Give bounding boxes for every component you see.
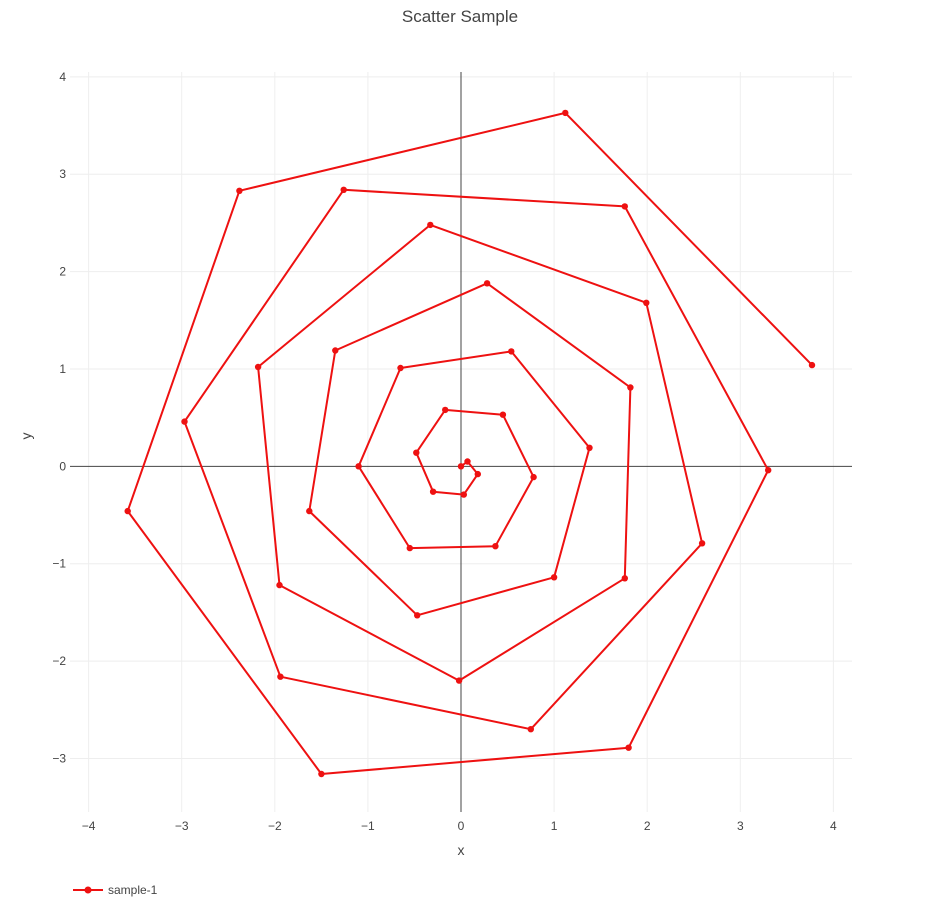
- data-point: [413, 449, 420, 456]
- y-tick-label: 3: [59, 167, 66, 181]
- data-point: [808, 361, 816, 369]
- y-tick-label: −2: [52, 654, 66, 668]
- data-point: [457, 463, 465, 470]
- x-tick-label: 2: [644, 819, 651, 833]
- y-tick-label: 0: [59, 459, 66, 473]
- data-point: [508, 348, 515, 355]
- chart-title: Scatter Sample: [402, 7, 518, 26]
- data-point: [332, 347, 339, 354]
- y-tick-label: 2: [59, 265, 66, 279]
- data-point: [276, 581, 283, 589]
- data-point: [236, 187, 243, 194]
- x-tick-label: 3: [737, 819, 744, 833]
- data-point: [483, 280, 491, 287]
- data-point: [499, 411, 507, 418]
- data-point: [124, 507, 131, 515]
- data-point: [427, 221, 434, 229]
- data-point: [455, 677, 463, 684]
- data-point: [627, 384, 634, 391]
- data-point: [698, 540, 706, 547]
- data-point: [429, 488, 437, 495]
- data-point: [414, 612, 421, 619]
- data-point: [474, 470, 481, 478]
- data-point: [277, 673, 284, 680]
- y-axis-label: y: [18, 433, 34, 440]
- data-point: [562, 109, 569, 117]
- x-axis-label: x: [458, 842, 465, 858]
- y-tick-label: 4: [59, 70, 66, 84]
- data-point: [643, 299, 650, 306]
- data-point: [318, 770, 325, 778]
- x-tick-labels: −4 −3 −2 −1 0 1 2 3 4: [82, 819, 837, 833]
- y-tick-label: −1: [52, 557, 66, 571]
- legend[interactable]: sample-1: [73, 883, 158, 897]
- y-tick-label: 1: [59, 362, 66, 376]
- data-point: [355, 463, 362, 470]
- y-tick-labels: −3 −2 −1 0 1 2 3 4: [52, 70, 66, 766]
- data-point: [765, 467, 772, 474]
- data-point: [625, 744, 632, 751]
- legend-marker-icon: [84, 886, 92, 894]
- data-point: [550, 574, 558, 581]
- data-point: [530, 473, 537, 481]
- data-point: [460, 491, 467, 498]
- data-point: [442, 406, 449, 414]
- data-point: [254, 363, 262, 371]
- x-tick-label: −3: [175, 819, 189, 833]
- data-point: [621, 575, 628, 582]
- data-point: [406, 544, 413, 552]
- data-point: [397, 364, 404, 372]
- y-tick-label: −3: [52, 751, 66, 765]
- zero-lines: [70, 72, 852, 812]
- data-point: [306, 507, 313, 515]
- x-tick-label: 4: [830, 819, 837, 833]
- x-tick-label: −4: [82, 819, 96, 833]
- data-point: [586, 444, 593, 451]
- series-line: [126, 111, 813, 775]
- x-tick-label: 1: [551, 819, 558, 833]
- data-point: [464, 458, 471, 465]
- legend-entry-sample-1: sample-1: [108, 883, 158, 897]
- series-sample-1[interactable]: [124, 109, 816, 778]
- x-tick-label: −1: [361, 819, 375, 833]
- data-point: [492, 543, 499, 550]
- x-tick-label: 0: [458, 819, 465, 833]
- data-point: [181, 418, 188, 425]
- data-point: [340, 186, 347, 193]
- data-point: [527, 726, 534, 733]
- x-tick-label: −2: [268, 819, 282, 833]
- data-point: [621, 203, 628, 210]
